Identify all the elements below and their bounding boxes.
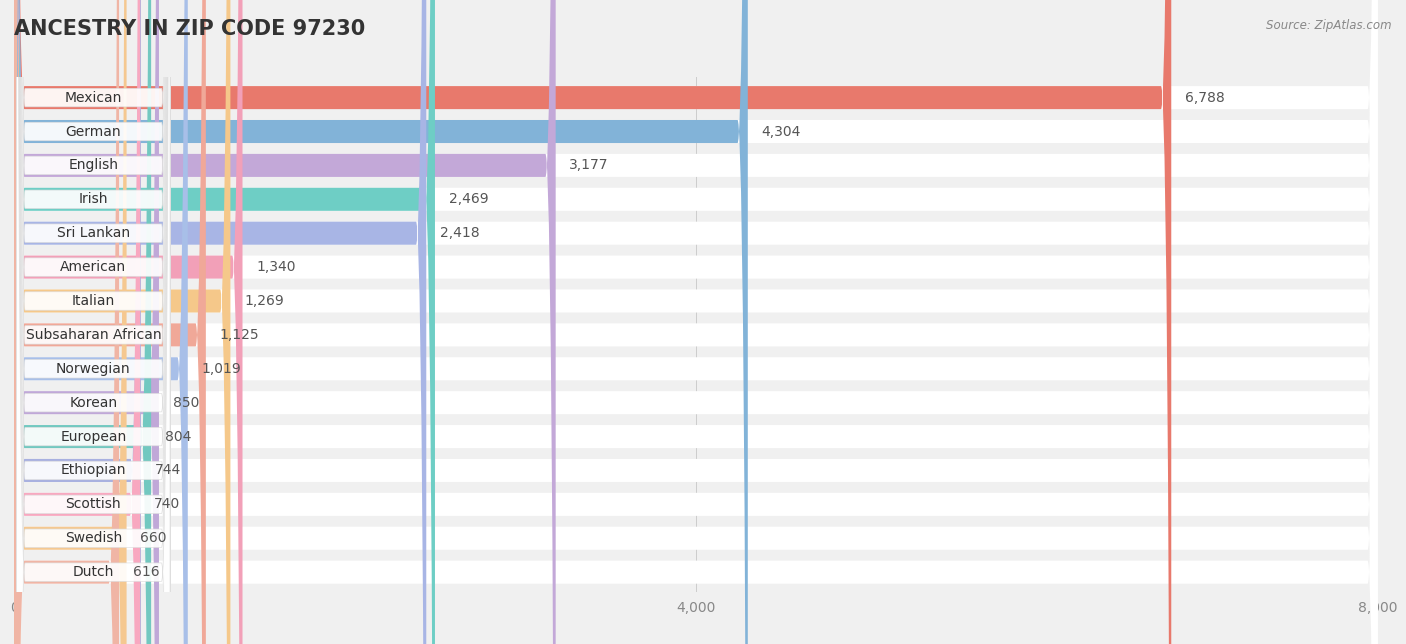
FancyBboxPatch shape <box>14 0 150 644</box>
Text: 2,418: 2,418 <box>440 226 479 240</box>
Text: 1,269: 1,269 <box>245 294 284 308</box>
FancyBboxPatch shape <box>14 0 127 644</box>
Text: 4,304: 4,304 <box>762 124 801 138</box>
Text: Swedish: Swedish <box>65 531 122 545</box>
FancyBboxPatch shape <box>14 0 141 644</box>
Text: 740: 740 <box>153 497 180 511</box>
Text: Mexican: Mexican <box>65 91 122 104</box>
Text: 850: 850 <box>173 395 200 410</box>
Text: 1,019: 1,019 <box>201 362 242 376</box>
Text: Italian: Italian <box>72 294 115 308</box>
FancyBboxPatch shape <box>14 0 748 644</box>
FancyBboxPatch shape <box>14 0 1378 644</box>
FancyBboxPatch shape <box>14 0 426 644</box>
FancyBboxPatch shape <box>17 0 170 644</box>
FancyBboxPatch shape <box>14 0 1378 644</box>
FancyBboxPatch shape <box>14 0 1378 644</box>
Text: Ethiopian: Ethiopian <box>60 464 127 477</box>
FancyBboxPatch shape <box>14 0 1378 644</box>
Text: 6,788: 6,788 <box>1185 91 1225 104</box>
Text: Subsaharan African: Subsaharan African <box>25 328 162 342</box>
FancyBboxPatch shape <box>17 0 170 644</box>
FancyBboxPatch shape <box>14 0 1378 644</box>
Text: 804: 804 <box>165 430 191 444</box>
Text: 2,469: 2,469 <box>449 193 488 206</box>
Text: German: German <box>66 124 121 138</box>
FancyBboxPatch shape <box>14 0 1378 644</box>
FancyBboxPatch shape <box>17 0 170 644</box>
FancyBboxPatch shape <box>17 0 170 644</box>
FancyBboxPatch shape <box>17 0 170 644</box>
FancyBboxPatch shape <box>14 0 1378 644</box>
FancyBboxPatch shape <box>17 0 170 644</box>
Text: Scottish: Scottish <box>66 497 121 511</box>
Text: Dutch: Dutch <box>73 565 114 579</box>
Text: 3,177: 3,177 <box>569 158 609 173</box>
FancyBboxPatch shape <box>17 0 170 644</box>
FancyBboxPatch shape <box>14 0 1378 644</box>
FancyBboxPatch shape <box>17 0 170 644</box>
Text: 1,340: 1,340 <box>256 260 295 274</box>
FancyBboxPatch shape <box>14 0 434 644</box>
FancyBboxPatch shape <box>17 0 170 644</box>
FancyBboxPatch shape <box>14 0 1378 644</box>
Text: Source: ZipAtlas.com: Source: ZipAtlas.com <box>1267 19 1392 32</box>
FancyBboxPatch shape <box>14 0 555 644</box>
Text: 660: 660 <box>141 531 167 545</box>
Text: 744: 744 <box>155 464 181 477</box>
FancyBboxPatch shape <box>14 0 205 644</box>
FancyBboxPatch shape <box>14 0 1171 644</box>
FancyBboxPatch shape <box>14 0 1378 644</box>
FancyBboxPatch shape <box>14 0 242 644</box>
FancyBboxPatch shape <box>17 0 170 644</box>
FancyBboxPatch shape <box>17 0 170 644</box>
FancyBboxPatch shape <box>14 0 1378 644</box>
Text: ANCESTRY IN ZIP CODE 97230: ANCESTRY IN ZIP CODE 97230 <box>14 19 366 39</box>
Text: Sri Lankan: Sri Lankan <box>56 226 129 240</box>
Text: European: European <box>60 430 127 444</box>
Text: Irish: Irish <box>79 193 108 206</box>
FancyBboxPatch shape <box>14 0 141 644</box>
FancyBboxPatch shape <box>14 0 120 644</box>
FancyBboxPatch shape <box>17 0 170 644</box>
Text: 616: 616 <box>132 565 159 579</box>
FancyBboxPatch shape <box>14 0 1378 644</box>
FancyBboxPatch shape <box>17 0 170 644</box>
FancyBboxPatch shape <box>14 0 1378 644</box>
FancyBboxPatch shape <box>14 0 1378 644</box>
FancyBboxPatch shape <box>17 0 170 644</box>
Text: 1,125: 1,125 <box>219 328 259 342</box>
Text: American: American <box>60 260 127 274</box>
FancyBboxPatch shape <box>17 0 170 644</box>
FancyBboxPatch shape <box>14 0 188 644</box>
Text: Norwegian: Norwegian <box>56 362 131 376</box>
Text: English: English <box>69 158 118 173</box>
FancyBboxPatch shape <box>14 0 159 644</box>
Text: Korean: Korean <box>69 395 117 410</box>
FancyBboxPatch shape <box>14 0 1378 644</box>
FancyBboxPatch shape <box>14 0 231 644</box>
